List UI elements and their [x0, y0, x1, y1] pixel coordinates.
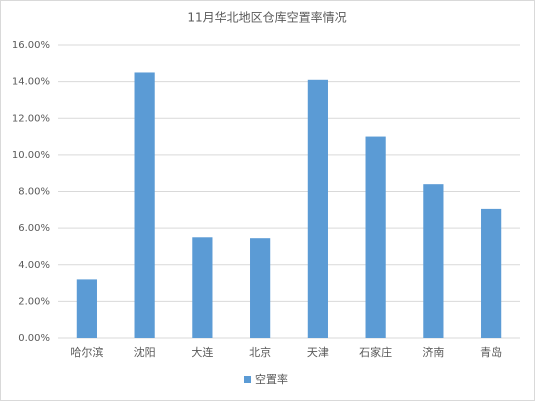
- bar: [134, 72, 155, 338]
- bar: [76, 279, 97, 338]
- x-tick-label: 大连: [191, 345, 213, 359]
- chart-title: 11月华北地区仓库空置率情况: [187, 10, 346, 25]
- y-tick-label: 0.00%: [18, 333, 50, 344]
- x-tick-label: 哈尔滨: [70, 345, 103, 359]
- legend-swatch: [244, 376, 251, 383]
- y-tick-label: 10.00%: [12, 150, 50, 161]
- y-tick-label: 12.00%: [12, 113, 50, 124]
- y-tick-label: 4.00%: [18, 260, 50, 271]
- legend-label: 空置率: [255, 372, 288, 386]
- x-tick-label: 天津: [307, 346, 329, 359]
- bar: [192, 237, 213, 338]
- y-tick-label: 2.00%: [18, 296, 50, 307]
- bar: [250, 238, 271, 338]
- x-tick-label: 沈阳: [134, 345, 156, 359]
- y-tick-label: 8.00%: [18, 187, 50, 198]
- bar: [307, 79, 328, 338]
- x-tick-label: 北京: [249, 345, 271, 359]
- x-tick-label: 济南: [422, 345, 444, 359]
- bar: [481, 208, 502, 338]
- bar: [423, 184, 444, 338]
- y-tick-label: 6.00%: [18, 223, 50, 234]
- y-tick-label: 14.00%: [12, 77, 50, 88]
- bar: [365, 136, 386, 338]
- x-tick-label: 青岛: [480, 345, 502, 359]
- x-tick-label: 石家庄: [359, 345, 392, 359]
- y-tick-label: 16.00%: [12, 40, 50, 51]
